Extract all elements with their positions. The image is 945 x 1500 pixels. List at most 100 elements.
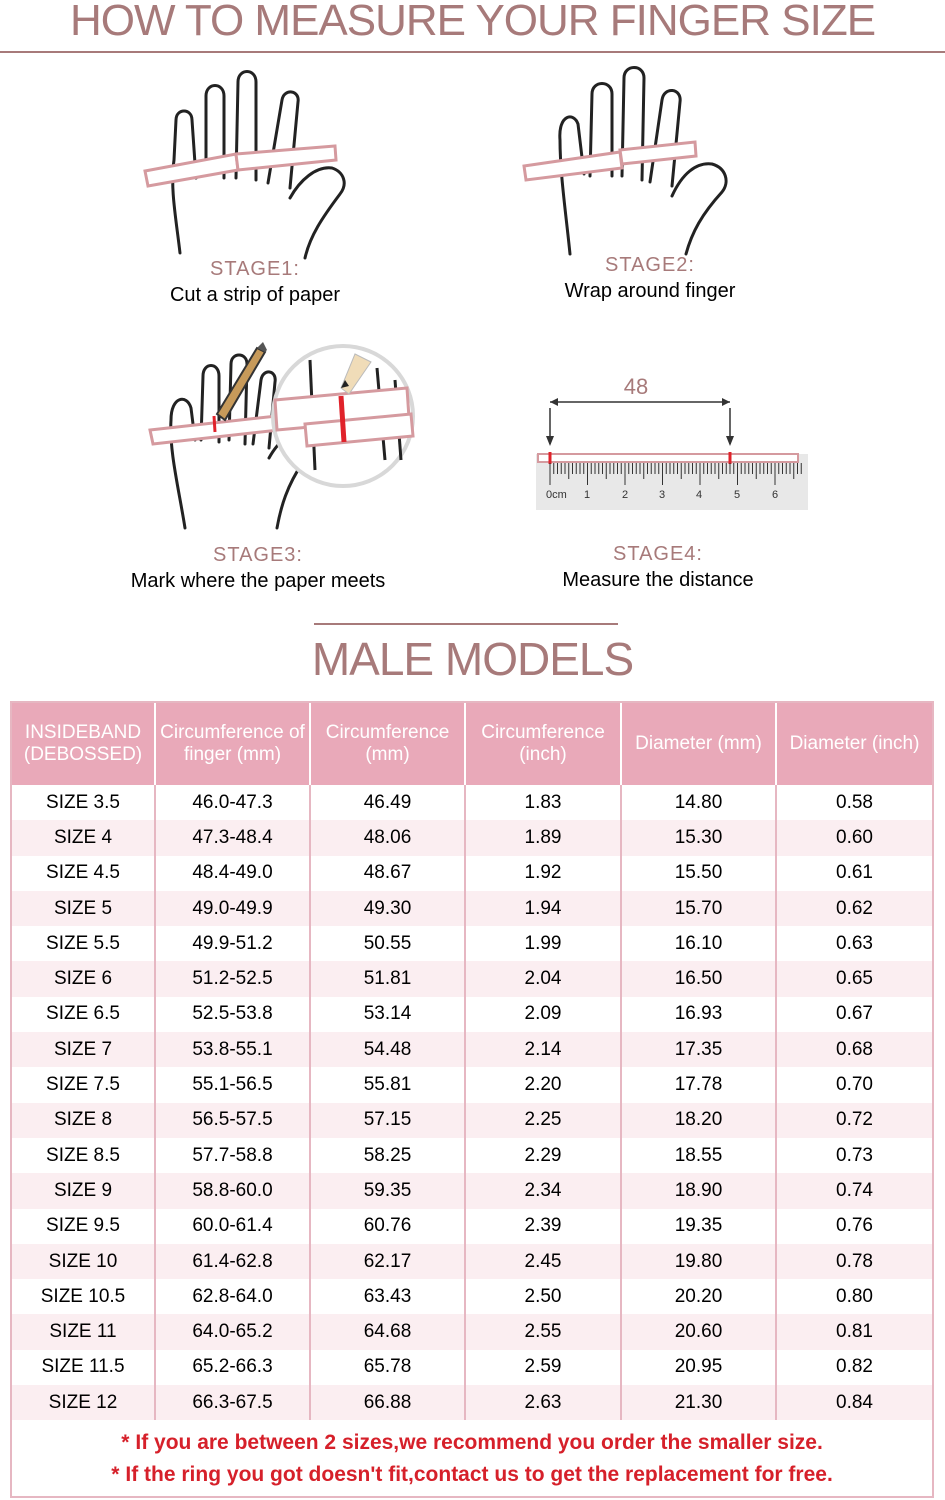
table-row: SIZE 5 49.0-49.9 49.30 1.94 15.70 0.62 [12,890,932,927]
table-cell: 16.93 [621,996,777,1033]
table-cell: 21.30 [621,1385,777,1421]
table-row: SIZE 12 66.3-67.5 66.88 2.63 21.30 0.84 [12,1385,932,1421]
column-header: Diameter (mm) [621,703,777,785]
table-cell: 65.2-66.3 [155,1349,311,1386]
table-cell: 52.5-53.8 [155,996,311,1033]
table-cell: 2.34 [465,1173,622,1209]
table-cell: 46.49 [310,785,466,821]
table-cell: 59.35 [310,1173,466,1209]
notes: * If you are between 2 sizes,we recommend… [12,1427,932,1491]
ruler-unit: 0cm [546,489,567,501]
table-cell: SIZE 4 [12,820,156,856]
stage-label: STAGE1: [210,258,300,280]
table-cell: SIZE 9 [12,1173,156,1209]
table-cell: SIZE 4.5 [12,855,156,891]
table-cell: 49.0-49.9 [155,890,311,927]
hand-mark-illustration [148,342,415,530]
table-cell: 63.43 [310,1279,466,1315]
table-cell: 0.62 [776,890,932,927]
ruler-illustration: 48 0cm 1 2 3 4 5 6 [536,374,808,510]
table-cell: 17.35 [621,1032,777,1068]
table-cell: 0.72 [776,1102,932,1138]
column-header: Circumference (inch) [465,703,622,785]
table-cell: 2.39 [465,1208,622,1244]
table-row: SIZE 11 64.0-65.2 64.68 2.55 20.60 0.81 [12,1314,932,1350]
table-cell: SIZE 8 [12,1102,156,1138]
section-title: MALE MODELS [311,633,634,685]
table-cell: 66.88 [310,1385,466,1421]
table-cell: 1.92 [465,855,622,891]
table-cell: SIZE 7 [12,1032,156,1068]
table-row: SIZE 10 61.4-62.8 62.17 2.45 19.80 0.78 [12,1243,932,1280]
table-cell: 65.78 [310,1349,466,1386]
table-cell: 0.68 [776,1032,932,1068]
table-cell: SIZE 9.5 [12,1208,156,1244]
table-cell: 20.20 [621,1279,777,1315]
table-cell: 62.8-64.0 [155,1279,311,1315]
table-cell: SIZE 8.5 [12,1137,156,1174]
table-cell: SIZE 7.5 [12,1067,156,1103]
table-cell: 53.14 [310,996,466,1033]
table-cell: 0.80 [776,1279,932,1315]
table-cell: 0.58 [776,785,932,821]
page-title: HOW TO MEASURE YOUR FINGER SIZE [69,0,876,45]
table-cell: SIZE 3.5 [12,785,156,821]
table-row: SIZE 5.5 49.9-51.2 50.55 1.99 16.10 0.63 [12,926,932,962]
table-cell: 51.2-52.5 [155,961,311,997]
table-cell: 47.3-48.4 [155,820,311,856]
table-cell: 19.35 [621,1208,777,1244]
table-cell: 0.60 [776,820,932,856]
table-cell: 14.80 [621,785,777,821]
table-row: SIZE 10.5 62.8-64.0 63.43 2.50 20.20 0.80 [12,1279,932,1315]
size-chart-table: INSIDEBAND (DEBOSSED) Circumference of f… [10,701,934,1498]
table-cell: 18.55 [621,1137,777,1174]
stage-2: STAGE2: Wrap around finger [505,254,795,303]
table-row: SIZE 4.5 48.4-49.0 48.67 1.92 15.50 0.61 [12,855,932,891]
stage-description: Wrap around finger [564,280,736,302]
table-row: SIZE 8.5 57.7-58.8 58.25 2.29 18.55 0.73 [12,1137,932,1174]
table-cell: 60.76 [310,1208,466,1244]
note-text: If the ring you got doesn't fit,contact … [125,1463,833,1486]
stage-description: Measure the distance [562,569,754,591]
stage-description: Mark where the paper meets [130,570,386,592]
table-cell: 2.14 [465,1032,622,1068]
table-cell: 48.06 [310,820,466,856]
table-cell: 15.70 [621,890,777,927]
table-cell: 0.82 [776,1349,932,1386]
table-cell: 53.8-55.1 [155,1032,311,1068]
column-header: Circumference of finger (mm) [155,703,311,785]
table-cell: SIZE 11 [12,1314,156,1350]
table-cell: 49.9-51.2 [155,926,311,962]
table-cell: SIZE 12 [12,1385,156,1421]
table-cell: 2.63 [465,1385,622,1421]
table-cell: SIZE 5.5 [12,926,156,962]
stage-label: STAGE2: [605,254,695,276]
table-cell: SIZE 5 [12,890,156,927]
note-text: If you are between 2 sizes,we recommend … [135,1431,823,1454]
table-cell: 48.4-49.0 [155,855,311,891]
table-cell: 0.63 [776,926,932,962]
table-cell: 57.15 [310,1102,466,1138]
stage-label: STAGE4: [613,543,703,565]
ruler-tick-label: 2 [622,489,628,501]
table-cell: 17.78 [621,1067,777,1103]
ruler-tick-label: 6 [772,489,778,501]
section-divider [314,623,618,625]
table-cell: 2.09 [465,996,622,1033]
table-cell: 58.8-60.0 [155,1173,311,1209]
asterisk-icon: * [111,1463,120,1486]
table-row: SIZE 6.5 52.5-53.8 53.14 2.09 16.93 0.67 [12,996,932,1033]
stage-3: STAGE3: Mark where the paper meets [98,544,418,593]
note-line: * If you are between 2 sizes,we recommend… [12,1427,932,1459]
table-cell: 0.74 [776,1173,932,1209]
table-cell: 2.20 [465,1067,622,1103]
ruler-tick-label: 4 [696,489,702,501]
table-cell: 18.20 [621,1102,777,1138]
table-cell: 62.17 [310,1243,466,1280]
ruler-tick-label: 1 [584,489,590,501]
table-cell: 2.55 [465,1314,622,1350]
table-cell: 58.25 [310,1137,466,1174]
stage-label: STAGE3: [213,544,303,566]
table-cell: 16.50 [621,961,777,997]
table-cell: 57.7-58.8 [155,1137,311,1174]
